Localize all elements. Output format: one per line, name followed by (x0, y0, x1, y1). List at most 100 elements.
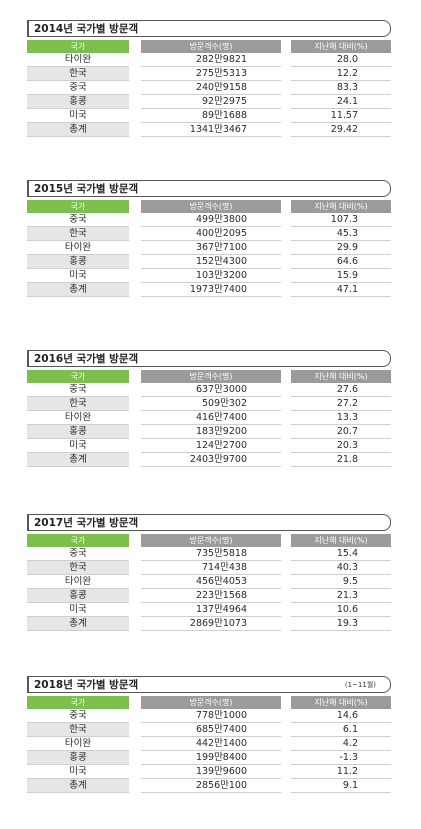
table-row: 한국 400만2095 45.3 (27, 227, 391, 241)
column-gap (129, 383, 141, 397)
column-gap (281, 547, 291, 561)
column-gap (281, 397, 291, 411)
country-cell: 홍콩 (27, 751, 129, 765)
change-cell: 14.6 (291, 709, 391, 723)
column-gap (281, 453, 291, 467)
column-gap (281, 603, 291, 617)
column-gap (281, 723, 291, 737)
table-title: 2014년 국가별 방문객 (34, 23, 139, 35)
change-header: 지난해 대비(%) (291, 200, 391, 213)
table-row: 타이완 282만9821 28.0 (27, 53, 391, 67)
country-cell: 한국 (27, 723, 129, 737)
table-row: 홍콩 199만8400 -1.3 (27, 751, 391, 765)
change-cell: 10.6 (291, 603, 391, 617)
country-cell: 중국 (27, 383, 129, 397)
table-row: 한국 509만302 27.2 (27, 397, 391, 411)
country-header: 국가 (27, 696, 129, 709)
country-cell: 타이완 (27, 737, 129, 751)
table-title-bar: 2014년 국가별 방문객 (27, 20, 391, 37)
column-gap (129, 709, 141, 723)
column-gap (129, 439, 141, 453)
visitors-cell: 223만1568 (141, 589, 281, 603)
column-gap (281, 561, 291, 575)
header-row: 국가 방문객수(명) 지난해 대비(%) (27, 534, 391, 547)
visitors-cell: 456만4053 (141, 575, 281, 589)
column-gap (281, 411, 291, 425)
country-cell: 한국 (27, 561, 129, 575)
table-title-bar: 2018년 국가별 방문객 (1~11월) (27, 676, 391, 693)
column-gap (281, 213, 291, 227)
column-gap (281, 617, 291, 631)
table-row: 총계 2869만1073 19.3 (27, 617, 391, 631)
column-gap (281, 200, 291, 213)
visitors-cell: 1341만3467 (141, 123, 281, 137)
country-header: 국가 (27, 200, 129, 213)
visitors-cell: 275만5313 (141, 67, 281, 81)
change-cell: 27.2 (291, 397, 391, 411)
change-cell: 20.7 (291, 425, 391, 439)
column-gap (129, 561, 141, 575)
column-gap (281, 81, 291, 95)
country-cell: 타이완 (27, 241, 129, 255)
table-row: 중국 499만3800 107.3 (27, 213, 391, 227)
change-cell: 6.1 (291, 723, 391, 737)
column-gap (129, 227, 141, 241)
visitor-table: 국가 방문객수(명) 지난해 대비(%) 중국 637만3000 27.6 한국 509만30… (27, 370, 391, 467)
column-gap (129, 213, 141, 227)
change-header: 지난해 대비(%) (291, 696, 391, 709)
header-row: 국가 방문객수(명) 지난해 대비(%) (27, 696, 391, 709)
column-gap (281, 269, 291, 283)
table-row: 미국 137만4964 10.6 (27, 603, 391, 617)
table-row: 중국 778만1000 14.6 (27, 709, 391, 723)
table-row: 총계 1973만7400 47.1 (27, 283, 391, 297)
column-gap (129, 40, 141, 53)
table-row: 타이완 456만4053 9.5 (27, 575, 391, 589)
table-row: 미국 139만9600 11.2 (27, 765, 391, 779)
period-note: (1~11월) (344, 681, 376, 689)
table-title: 2016년 국가별 방문객 (34, 353, 139, 365)
table-row: 한국 714만438 40.3 (27, 561, 391, 575)
change-cell: 45.3 (291, 227, 391, 241)
country-cell: 총계 (27, 123, 129, 137)
table-row: 미국 89만1688 11.57 (27, 109, 391, 123)
country-cell: 총계 (27, 453, 129, 467)
country-cell: 타이완 (27, 53, 129, 67)
visitors-header: 방문객수(명) (141, 370, 281, 383)
country-cell: 미국 (27, 603, 129, 617)
visitors-cell: 509만302 (141, 397, 281, 411)
table-row: 홍콩 92만2975 24.1 (27, 95, 391, 109)
country-cell: 타이완 (27, 575, 129, 589)
visitor-table: 국가 방문객수(명) 지난해 대비(%) 중국 735만5818 15.4 한국 714만43… (27, 534, 391, 631)
column-gap (129, 109, 141, 123)
change-cell: 64.6 (291, 255, 391, 269)
change-header: 지난해 대비(%) (291, 534, 391, 547)
country-cell: 한국 (27, 227, 129, 241)
change-cell: 13.3 (291, 411, 391, 425)
change-cell: 21.3 (291, 589, 391, 603)
header-row: 국가 방문객수(명) 지난해 대비(%) (27, 40, 391, 53)
column-gap (129, 255, 141, 269)
change-cell: 15.9 (291, 269, 391, 283)
column-gap (129, 269, 141, 283)
table-row: 홍콩 183만9200 20.7 (27, 425, 391, 439)
visitors-cell: 2403만9700 (141, 453, 281, 467)
visitors-cell: 400만2095 (141, 227, 281, 241)
column-gap (129, 81, 141, 95)
country-cell: 중국 (27, 213, 129, 227)
column-gap (129, 547, 141, 561)
column-gap (129, 241, 141, 255)
column-gap (281, 737, 291, 751)
visitors-cell: 367만7100 (141, 241, 281, 255)
column-gap (129, 696, 141, 709)
visitors-cell: 2869만1073 (141, 617, 281, 631)
table-title-bar: 2015년 국가별 방문객 (27, 180, 391, 197)
visitors-cell: 282만9821 (141, 53, 281, 67)
column-gap (129, 575, 141, 589)
country-cell: 중국 (27, 81, 129, 95)
visitors-cell: 103만3200 (141, 269, 281, 283)
change-cell: 15.4 (291, 547, 391, 561)
change-cell: 9.5 (291, 575, 391, 589)
table-row: 중국 735만5818 15.4 (27, 547, 391, 561)
visitors-cell: 778만1000 (141, 709, 281, 723)
